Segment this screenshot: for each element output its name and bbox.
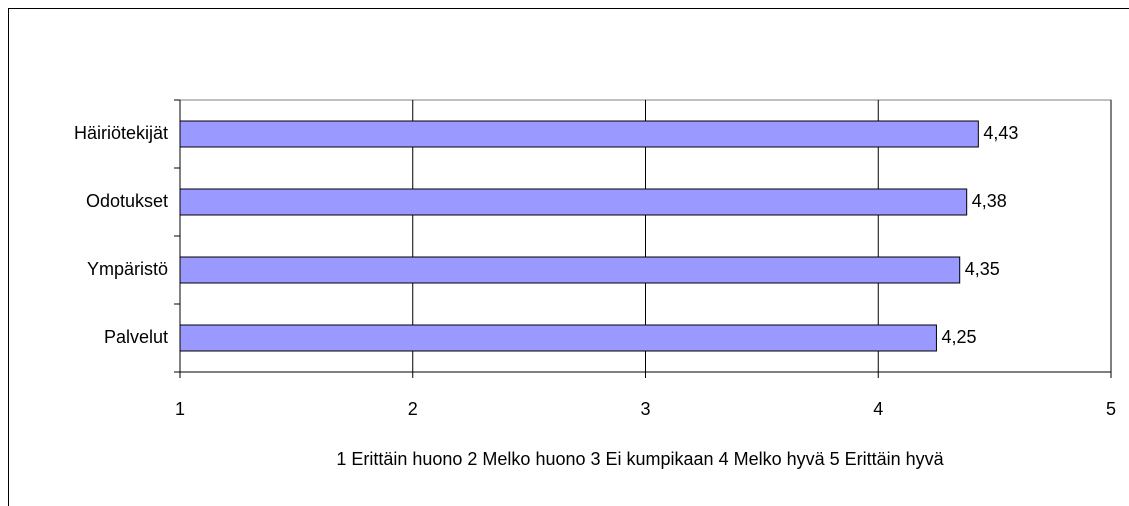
value-label: 4,43 [983,123,1018,143]
bar [179,256,961,284]
x-tick-label: 1 [175,399,185,419]
x-axis-label: 1 Erittäin huono 2 Melko huono 3 Ei kump… [336,449,944,469]
y-tick-label: Ympäristö [87,259,168,279]
value-label: 4,38 [972,191,1007,211]
y-tick-label: Häiriötekijät [74,123,168,143]
x-tick-label: 2 [408,399,418,419]
value-label: 4,25 [941,327,976,347]
x-tick-label: 4 [873,399,883,419]
value-label: 4,35 [965,259,1000,279]
x-tick-label: 5 [1106,399,1116,419]
bar [179,188,968,216]
bar [179,120,979,148]
y-tick-label: Palvelut [104,327,168,347]
x-tick-label: 3 [640,399,650,419]
bar [179,324,937,352]
y-tick-label: Odotukset [86,191,168,211]
